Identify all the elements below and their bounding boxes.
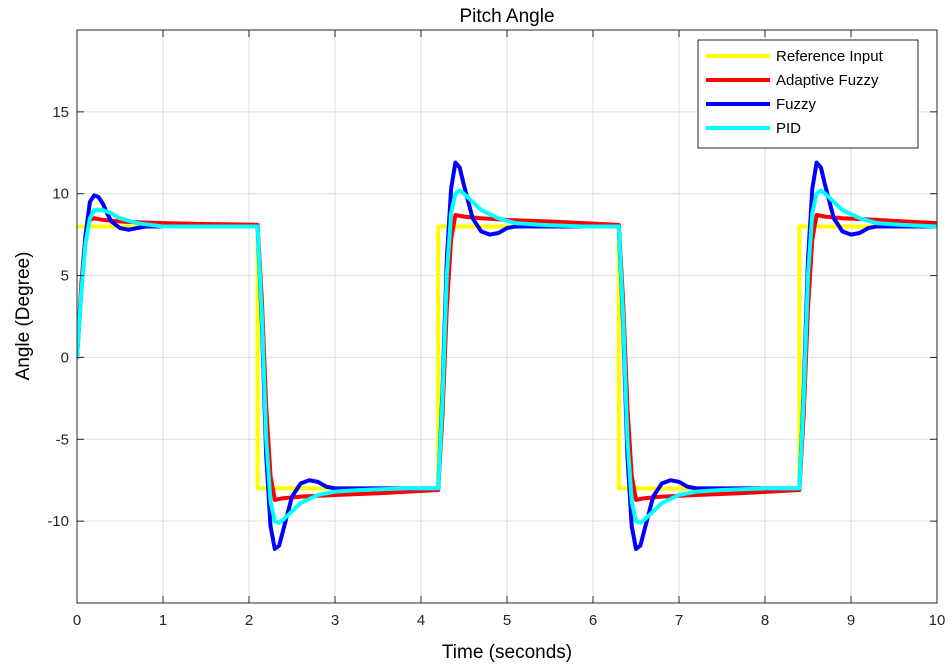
legend-label-fuzzy: Fuzzy [776, 96, 817, 113]
legend-label-adaptive-fuzzy: Adaptive Fuzzy [776, 72, 879, 89]
x-tick-label: 3 [331, 612, 339, 629]
y-tick-label: -10 [47, 513, 69, 530]
legend-label-reference-input: Reference Input [776, 48, 884, 65]
legend: Reference Input Adaptive Fuzzy Fuzzy PID [697, 39, 919, 149]
x-tick-label: 8 [761, 612, 769, 629]
x-tick-label: 10 [929, 612, 946, 629]
x-tick-label: 5 [503, 612, 511, 629]
x-tick-label: 0 [73, 612, 81, 629]
x-tick-label: 6 [589, 612, 597, 629]
x-tick-label: 7 [675, 612, 683, 629]
y-tick-label: 15 [52, 104, 69, 121]
y-axis-label: Angle (Degree) [13, 252, 34, 381]
series-layer [77, 160, 937, 551]
chart-title: Pitch Angle [459, 6, 554, 27]
x-tick-label: 1 [159, 612, 167, 629]
x-tick-label: 9 [847, 612, 855, 629]
x-tick-label: 2 [245, 612, 253, 629]
y-tick-label: 10 [52, 186, 69, 203]
y-tick-label: 0 [61, 349, 69, 366]
x-tick-label: 4 [417, 612, 425, 629]
series-line-pid [77, 188, 937, 525]
legend-label-pid: PID [776, 120, 801, 137]
y-tick-label: -5 [56, 431, 69, 448]
x-axis-label: Time (seconds) [442, 642, 572, 663]
axis-ticks: 0 1 2 3 4 5 6 7 8 9 10 -10 -5 0 5 10 15 [47, 30, 945, 629]
y-tick-label: 5 [61, 268, 69, 285]
